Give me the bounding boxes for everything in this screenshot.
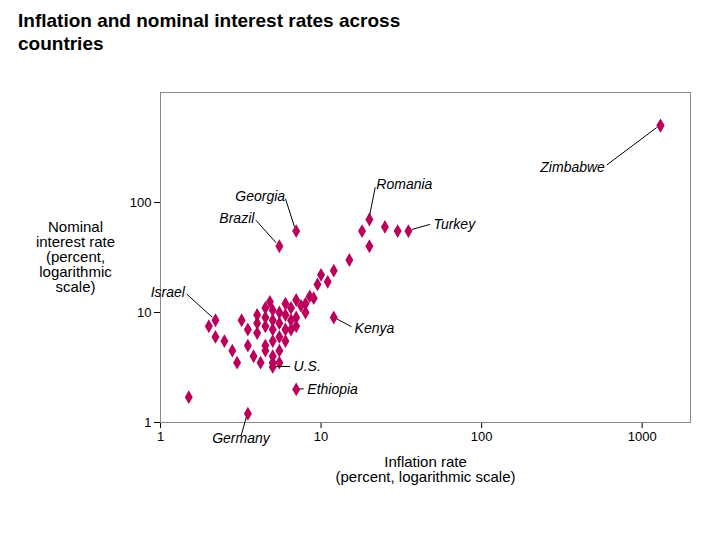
svg-text:Romania: Romania (376, 176, 432, 192)
svg-text:Turkey: Turkey (433, 215, 476, 231)
svg-text:U.S.: U.S. (294, 358, 321, 374)
svg-text:Georgia: Georgia (235, 187, 285, 203)
svg-text:10: 10 (314, 428, 328, 443)
svg-text:Zimbabwe: Zimbabwe (539, 158, 605, 174)
svg-text:Ethiopia: Ethiopia (307, 380, 358, 396)
svg-text:Israel: Israel (151, 284, 186, 300)
svg-text:Kenya: Kenya (355, 320, 395, 336)
svg-text:100: 100 (471, 428, 493, 443)
svg-text:1: 1 (144, 414, 151, 429)
svg-text:100: 100 (130, 194, 152, 209)
svg-text:Nominalinterest rate(percent,l: Nominalinterest rate(percent,logarithmic… (36, 218, 115, 295)
svg-text:10: 10 (137, 304, 151, 319)
html-text:Inflation and nominal interest: Inflation and nominal interest rates acr… (18, 10, 401, 54)
svg-text:1000: 1000 (628, 428, 657, 443)
svg-text:Germany: Germany (212, 430, 271, 446)
svg-text:Brazil: Brazil (219, 210, 255, 226)
svg-text:Inflation rate(percent, logari: Inflation rate(percent, logarithmic scal… (335, 453, 515, 485)
svg-text:1: 1 (157, 428, 164, 443)
